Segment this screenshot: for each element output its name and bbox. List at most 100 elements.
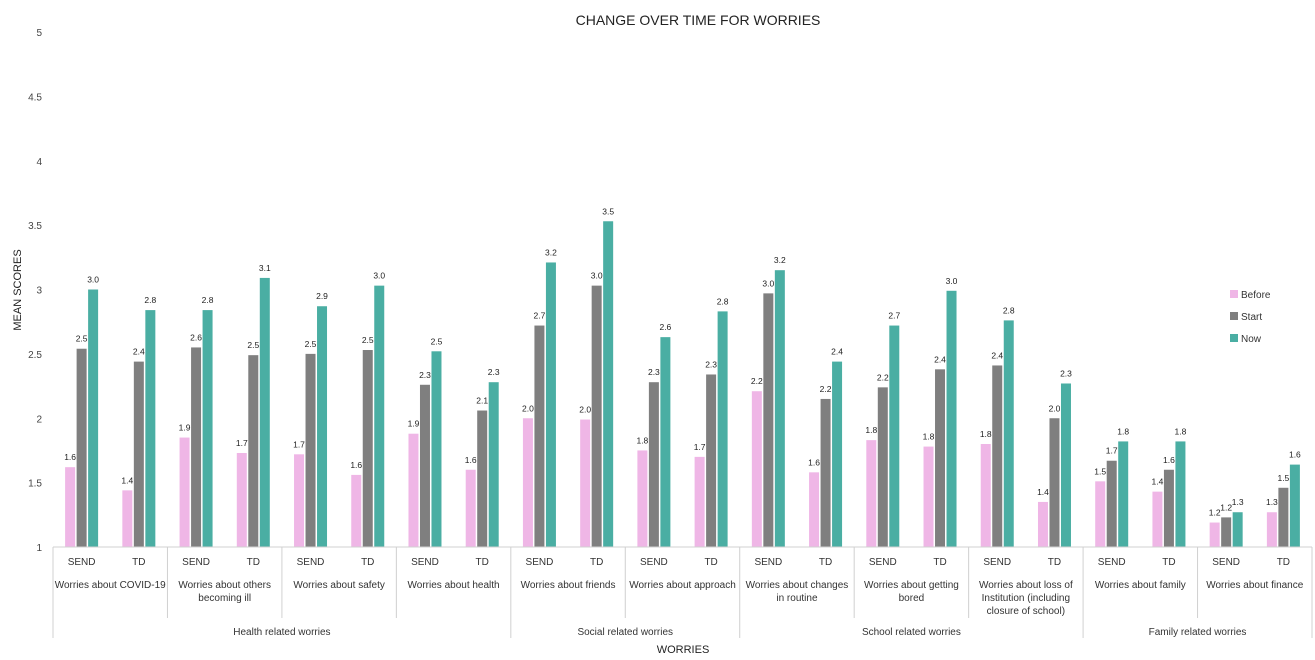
- bar-before: [408, 433, 419, 547]
- y-tick-label: 1: [36, 543, 42, 554]
- data-label: 1.7: [293, 439, 305, 449]
- category-group-label: Family related worries: [1149, 627, 1247, 638]
- bar-now: [545, 262, 556, 547]
- y-tick-label: 2.5: [28, 350, 42, 361]
- data-label: 1.2: [1209, 508, 1221, 518]
- data-label: 3.5: [602, 206, 614, 216]
- group-tick-label: SEND: [983, 557, 1011, 568]
- group-tick-label: SEND: [869, 557, 897, 568]
- bar-before: [580, 419, 591, 547]
- chart-title: CHANGE OVER TIME FOR WORRIES: [576, 12, 821, 28]
- data-label: 3.1: [259, 263, 271, 273]
- data-label: 2.5: [431, 336, 443, 346]
- bar-now: [774, 270, 785, 547]
- category-tick-label: Worries about family: [1095, 580, 1186, 591]
- category-tick-label: in routine: [776, 593, 818, 604]
- data-label: 2.2: [820, 384, 832, 394]
- bar-now: [717, 311, 728, 547]
- bar-now: [259, 277, 270, 547]
- data-label: 2.3: [648, 367, 660, 377]
- bar-now: [1118, 441, 1129, 547]
- x-axis-structure: [52, 546, 1313, 638]
- data-label: 1.8: [1175, 426, 1187, 436]
- data-label: 2.8: [1003, 305, 1015, 315]
- y-tick-label: 4: [36, 157, 42, 168]
- data-label: 3.0: [946, 276, 958, 286]
- category-tick-label: bored: [899, 593, 925, 604]
- data-label: 1.6: [1163, 455, 1175, 465]
- legend-label-start: Start: [1241, 312, 1262, 323]
- bar-before: [122, 490, 133, 547]
- data-label: 2.5: [247, 340, 259, 350]
- data-label: 2.3: [705, 359, 717, 369]
- bar-start: [591, 285, 602, 547]
- bar-before: [923, 446, 934, 547]
- group-tick-label: TD: [590, 557, 603, 568]
- data-label: 1.9: [179, 423, 191, 433]
- data-label: 1.8: [1117, 426, 1129, 436]
- bar-start: [76, 348, 87, 547]
- bar-before: [980, 444, 991, 547]
- data-label: 2.4: [133, 347, 145, 357]
- group-tick-label: TD: [819, 557, 832, 568]
- bar-before: [465, 469, 476, 547]
- bar-now: [1289, 464, 1300, 547]
- category-tick-label: Worries about getting: [864, 580, 959, 591]
- data-label: 1.6: [465, 455, 477, 465]
- data-label: 1.3: [1266, 497, 1278, 507]
- bar-before: [694, 456, 705, 547]
- data-label: 2.9: [316, 291, 328, 301]
- bar-before: [809, 472, 820, 547]
- data-label: 1.4: [1152, 477, 1164, 487]
- data-label: 2.5: [305, 339, 317, 349]
- data-label: 2.2: [877, 372, 889, 382]
- data-label: 2.3: [488, 367, 500, 377]
- data-label: 2.3: [1060, 368, 1072, 378]
- data-label: 1.3: [1232, 497, 1244, 507]
- bar-start: [877, 387, 888, 547]
- y-axis-ticks: 1 1.5 2 2.5 3 3.5 4 4.5 5: [28, 28, 42, 554]
- data-label: 2.5: [362, 335, 374, 345]
- bar-now: [1003, 320, 1014, 547]
- group-tick-label: TD: [476, 557, 489, 568]
- bar-start: [1106, 460, 1117, 547]
- bar-start: [706, 374, 717, 547]
- bar-start: [820, 398, 831, 547]
- data-label: 2.6: [659, 322, 671, 332]
- bar-before: [179, 437, 190, 547]
- bar-start: [191, 347, 202, 547]
- data-label: 2.8: [717, 296, 729, 306]
- x-axis-label: WORRIES: [657, 644, 710, 655]
- legend-swatch-start: [1230, 312, 1238, 320]
- data-label: 1.6: [808, 457, 820, 467]
- bar-start: [419, 384, 430, 547]
- bar-start: [648, 382, 659, 547]
- group-tick-label: TD: [247, 557, 260, 568]
- data-label: 2.4: [934, 354, 946, 364]
- bar-start: [992, 365, 1003, 547]
- bar-before: [751, 391, 762, 547]
- bar-now: [832, 361, 843, 547]
- bar-now: [88, 289, 99, 547]
- bar-now: [889, 325, 900, 547]
- category-tick-label: Worries about COVID-19: [55, 580, 166, 591]
- y-axis-label: MEAN SCORES: [12, 249, 24, 330]
- x-axis-labels: SEND TD Worries about COVID-19 SEND TD Worrie…: [55, 557, 1304, 638]
- data-label: 2.3: [419, 370, 431, 380]
- data-label: 2.5: [76, 334, 88, 344]
- legend-label-before: Before: [1241, 290, 1271, 301]
- bar-before: [1209, 522, 1220, 547]
- bar-start: [305, 353, 316, 547]
- data-label: 1.6: [350, 460, 362, 470]
- bar-before: [236, 453, 247, 547]
- y-tick-label: 3: [36, 286, 42, 297]
- bar-before: [637, 450, 648, 547]
- bar-now: [145, 310, 156, 547]
- category-tick-label: Worries about safety: [293, 580, 385, 591]
- bar-now: [1232, 512, 1243, 547]
- legend-swatch-now: [1230, 334, 1238, 342]
- legend: Before Start Now: [1230, 290, 1271, 345]
- data-label: 1.8: [980, 429, 992, 439]
- data-label: 1.9: [408, 419, 420, 429]
